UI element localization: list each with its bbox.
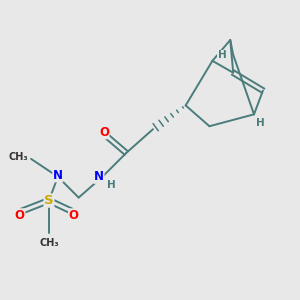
Text: H: H [218,50,226,61]
Text: H: H [107,180,116,190]
Text: O: O [99,126,109,139]
Text: H: H [256,118,265,128]
Text: O: O [15,209,25,222]
Text: O: O [69,209,79,222]
Text: CH₃: CH₃ [8,152,28,162]
Text: N: N [53,169,63,182]
Text: N: N [94,170,104,183]
Text: S: S [44,194,54,207]
Text: CH₃: CH₃ [39,238,59,248]
